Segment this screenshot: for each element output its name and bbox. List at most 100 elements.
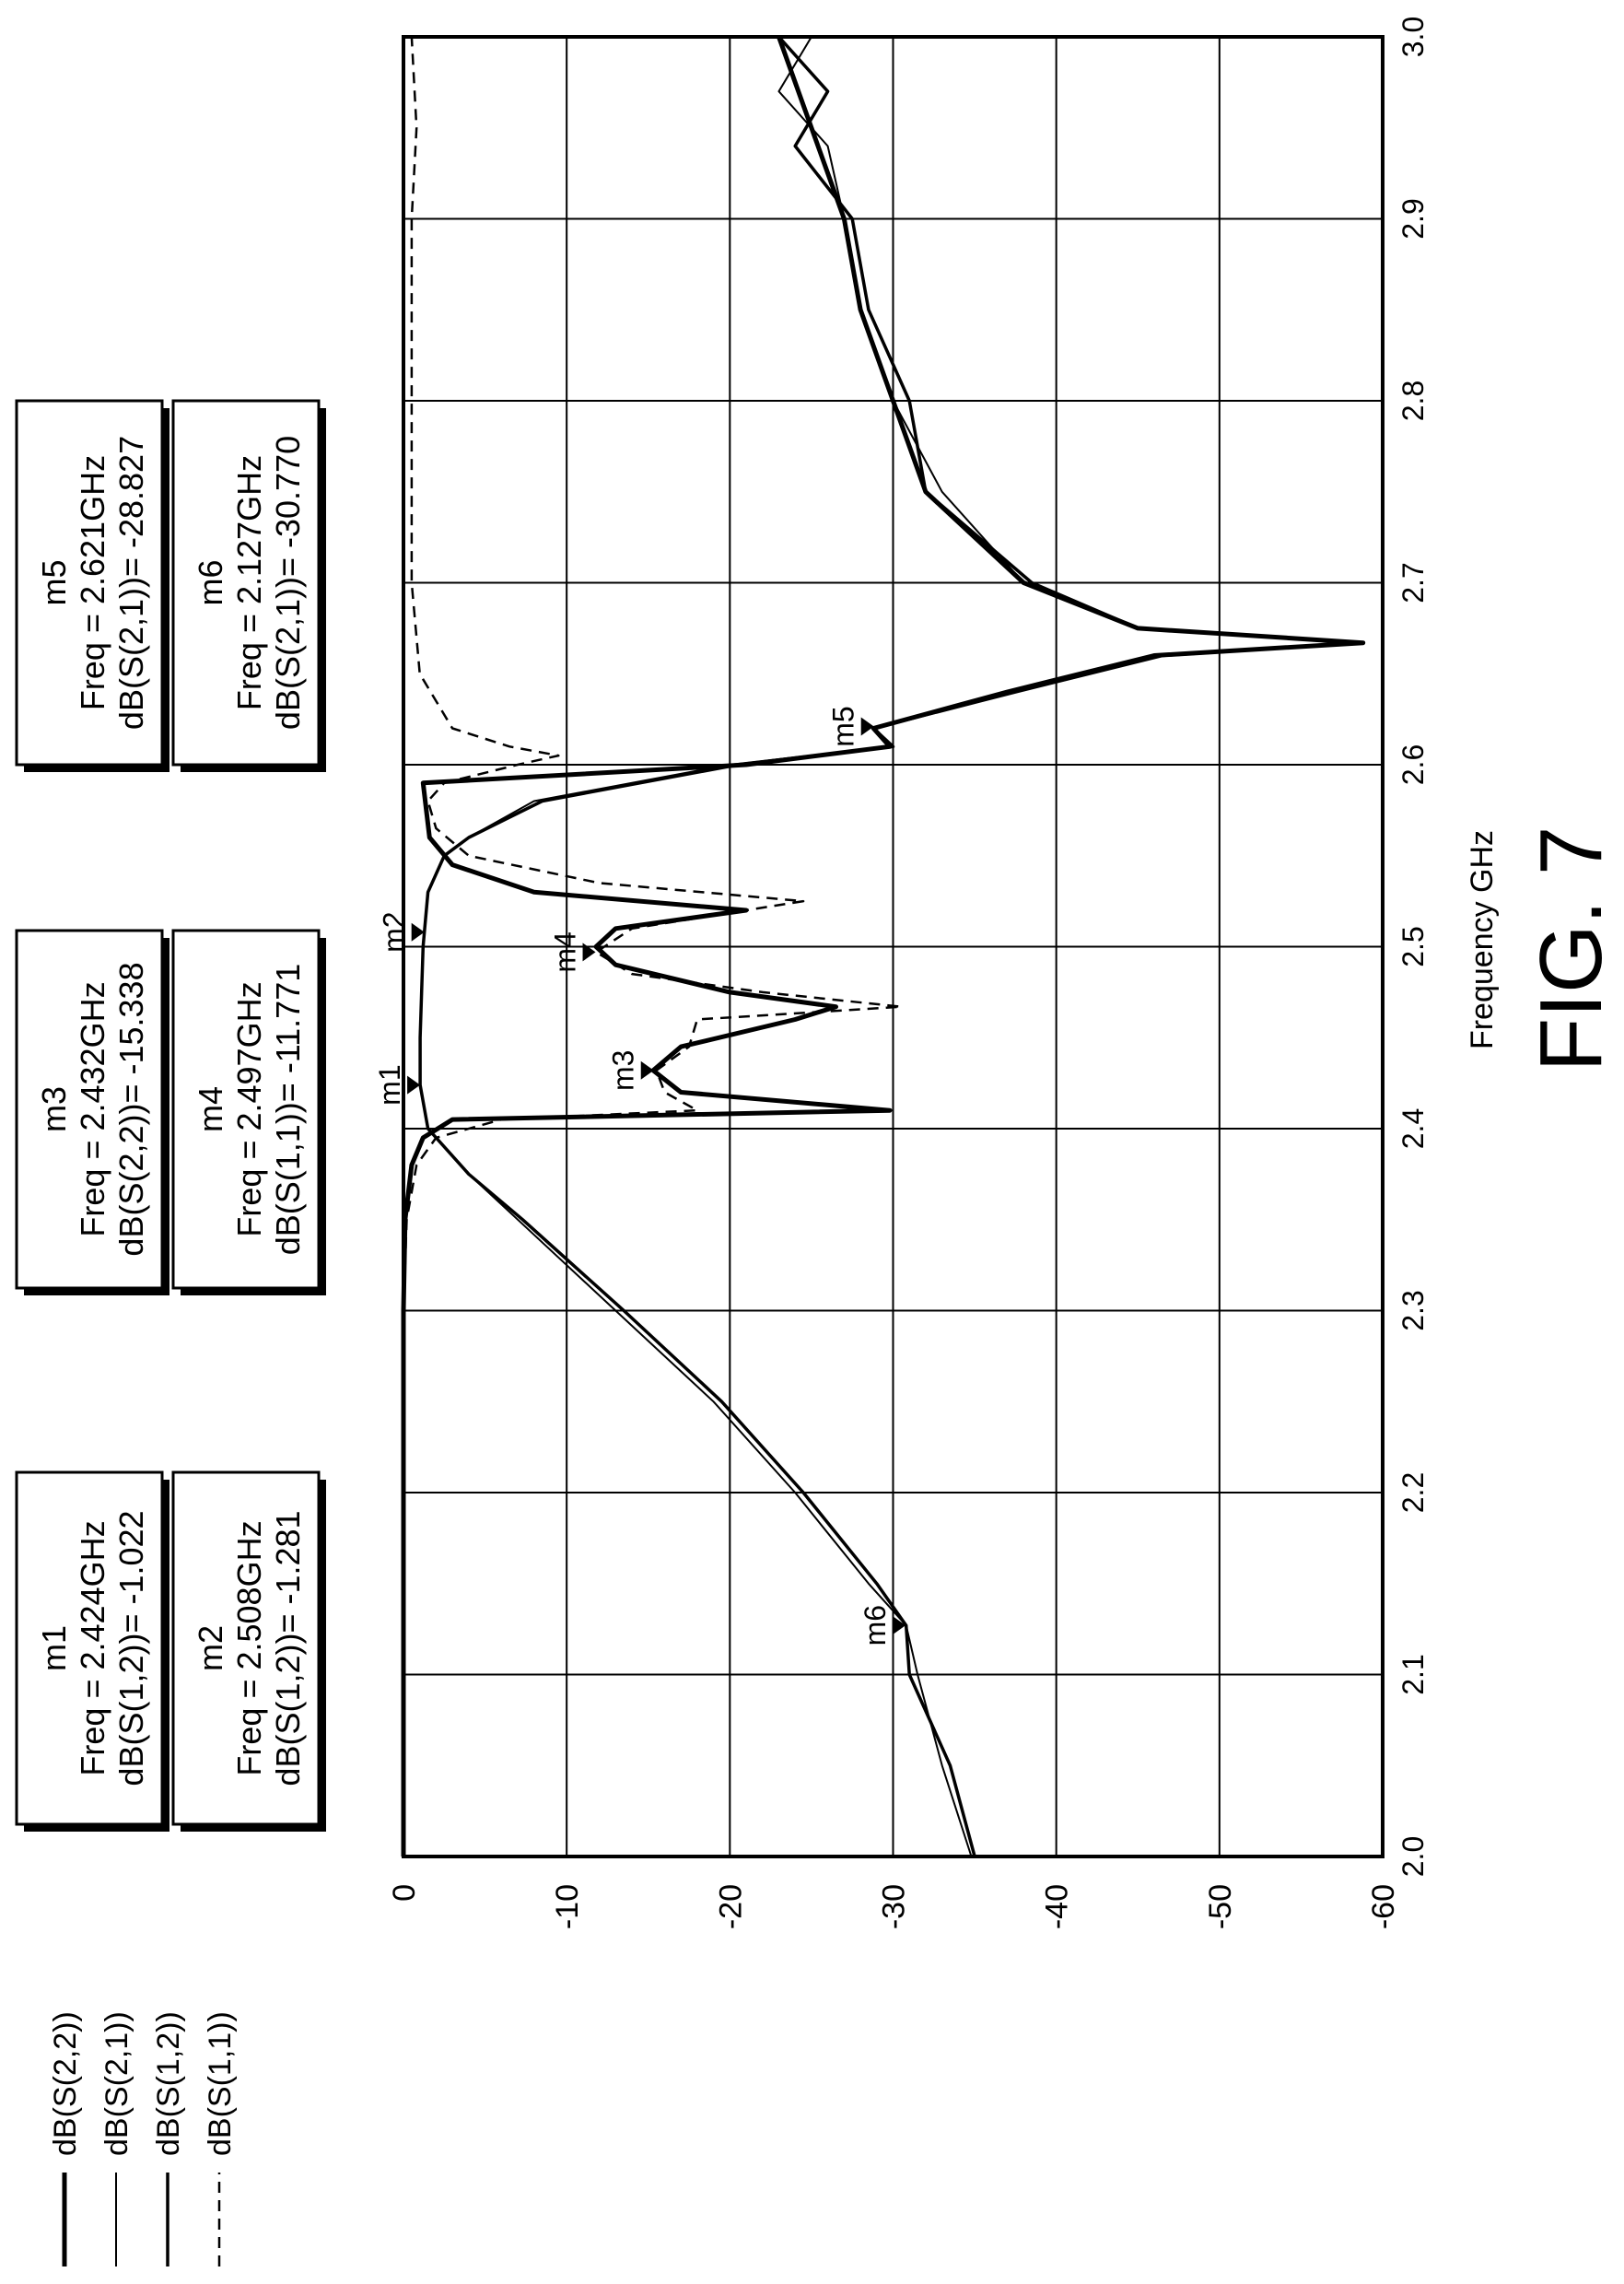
- y-tick-label: 0: [387, 1884, 422, 1902]
- x-tick: 2.9: [1396, 198, 1430, 239]
- marker-info-box: m1 Freq = 2.424GHz dB(S(1,2))= -1.022: [15, 1470, 169, 1832]
- marker-info-box: m5 Freq = 2.621GHz dB(S(2,1))= -28.827: [15, 399, 169, 772]
- x-tick-label: 2.2: [1396, 1472, 1430, 1513]
- marker-triangle: [411, 922, 425, 942]
- x-tick-label: 2.3: [1396, 1290, 1430, 1330]
- series-line: [402, 36, 903, 1856]
- y-tick: -30: [877, 1884, 912, 1929]
- box-text: m1 Freq = 2.424GHz dB(S(1,2))= -1.022: [35, 1510, 150, 1786]
- x-tick-label: 2.5: [1396, 926, 1430, 966]
- marker-label: m5: [827, 706, 860, 746]
- plot-frame: [402, 35, 1384, 1858]
- y-tick: -40: [1040, 1884, 1075, 1929]
- y-tick: -50: [1203, 1884, 1238, 1929]
- series-lines: [401, 35, 1366, 1857]
- markers: m1 m2 m3 m4 m5 m6: [373, 706, 906, 1646]
- box-line: Freq = 2.424GHz: [74, 1520, 111, 1775]
- marker-id: m4: [549, 931, 582, 972]
- legend-text: dB(S(1,1)): [203, 2011, 238, 2156]
- box-line: dB(S(1,1))= -11.771: [269, 964, 307, 1256]
- x-tick: 2.1: [1396, 1654, 1430, 1694]
- legend-item: dB(S(1,2)): [151, 2011, 186, 2266]
- marker-triangle: [640, 1060, 654, 1080]
- figure-label: FIG. 7: [1522, 826, 1620, 1072]
- y-tick: -20: [713, 1884, 748, 1929]
- box-line: Freq = 2.127GHz: [230, 455, 268, 710]
- marker-info-boxes: m1 Freq = 2.424GHz dB(S(1,2))= -1.022 m2 Fre…: [15, 399, 326, 1832]
- x-tick: 2.5: [1396, 926, 1430, 966]
- x-tick: 2.2: [1396, 1472, 1430, 1513]
- marker-id: m3: [607, 1050, 640, 1091]
- box-line: dB(S(1,2))= -1.281: [269, 1510, 307, 1786]
- legend-text: dB(S(2,1)): [99, 2011, 134, 2156]
- box-line: dB(S(1,2))= -1.022: [112, 1510, 150, 1786]
- box-frame: [15, 929, 164, 1290]
- x-tick-label: 2.7: [1396, 562, 1430, 603]
- series-line: [418, 35, 1365, 1857]
- legend-text: dB(S(2,2)): [48, 2011, 83, 2156]
- box-frame: [171, 1470, 321, 1826]
- x-tick-label: 3.0: [1396, 17, 1430, 57]
- y-tick-label: -50: [1203, 1884, 1238, 1929]
- marker-triangle: [407, 1075, 421, 1095]
- box-line: m5: [35, 559, 73, 605]
- x-tick: 2.7: [1396, 562, 1430, 603]
- legend-label: dB(S(1,1)): [203, 2011, 238, 2156]
- box-text: m6 Freq = 2.127GHz dB(S(2,1))= -30.770: [192, 436, 307, 730]
- x-tick: 3.0: [1396, 17, 1430, 57]
- x-tick: 2.3: [1396, 1290, 1430, 1330]
- x-tick: 2.8: [1396, 381, 1430, 421]
- marker-id: m6: [859, 1605, 892, 1646]
- box-line: m4: [192, 1086, 229, 1132]
- x-axis-label: Frequency GHz: [1465, 830, 1500, 1049]
- box-line: m3: [35, 1086, 73, 1132]
- box-line: m2: [192, 1625, 229, 1671]
- marker-info-box: m2 Freq = 2.508GHz dB(S(1,2))= -1.281: [171, 1470, 326, 1832]
- box-line: Freq = 2.508GHz: [230, 1520, 268, 1775]
- box-line: Freq = 2.621GHz: [74, 455, 111, 710]
- box-line: dB(S(2,1))= -30.770: [269, 436, 307, 730]
- legend-text: dB(S(1,2)): [151, 2011, 186, 2156]
- box-text: m4 Freq = 2.497GHz dB(S(1,1))= -11.771: [192, 964, 307, 1256]
- x-tick: 2.0: [1396, 1836, 1430, 1877]
- box-line: m1: [35, 1625, 73, 1671]
- box-text: m3 Freq = 2.432GHz dB(S(2,2))= -15.338: [35, 962, 150, 1256]
- y-tick-label: -20: [713, 1884, 748, 1929]
- marker-triangle: [582, 943, 596, 962]
- marker-id: m5: [827, 706, 860, 746]
- legend-item: dB(S(2,2)): [48, 2011, 83, 2266]
- marker-label: m3: [607, 1050, 640, 1091]
- box-line: m6: [192, 559, 229, 605]
- marker-id: m1: [373, 1064, 406, 1105]
- marker-triangle: [893, 1616, 906, 1635]
- x-tick-label: 2.8: [1396, 381, 1430, 421]
- x-tick-label: 2.0: [1396, 1836, 1430, 1877]
- box-frame: [15, 1470, 164, 1826]
- y-tick-labels: 0 -10 -20 -30 -40 -50 -60: [387, 1884, 1401, 1929]
- x-tick-label: 2.6: [1396, 744, 1430, 785]
- marker-label: m2: [378, 911, 411, 952]
- y-tick: 0: [387, 1884, 422, 1902]
- legend-label: dB(S(1,2)): [151, 2011, 186, 2156]
- marker-label: m4: [549, 931, 582, 972]
- box-frame: [15, 399, 164, 767]
- legend-item: dB(S(2,1)): [99, 2011, 134, 2266]
- y-tick: -10: [550, 1884, 585, 1929]
- marker-info-box: m4 Freq = 2.497GHz dB(S(1,1))= -11.771: [171, 929, 326, 1295]
- legend-label: dB(S(2,2)): [48, 2011, 83, 2156]
- box-text: m2 Freq = 2.508GHz dB(S(1,2))= -1.281: [192, 1510, 307, 1786]
- y-tick-label: -30: [877, 1884, 912, 1929]
- marker-triangle: [860, 717, 874, 736]
- box-frame: [171, 929, 321, 1290]
- marker-id: m2: [378, 911, 411, 952]
- y-tick-label: -60: [1366, 1884, 1401, 1929]
- box-frame: [171, 399, 321, 767]
- box-line: Freq = 2.497GHz: [230, 981, 268, 1236]
- y-tick-label: -10: [550, 1884, 585, 1929]
- x-tick-label: 2.4: [1396, 1108, 1430, 1149]
- x-tick-label: 2.9: [1396, 198, 1430, 239]
- y-tick-label: -40: [1040, 1884, 1075, 1929]
- x-tick: 2.4: [1396, 1108, 1430, 1149]
- marker-label: m6: [859, 1605, 892, 1646]
